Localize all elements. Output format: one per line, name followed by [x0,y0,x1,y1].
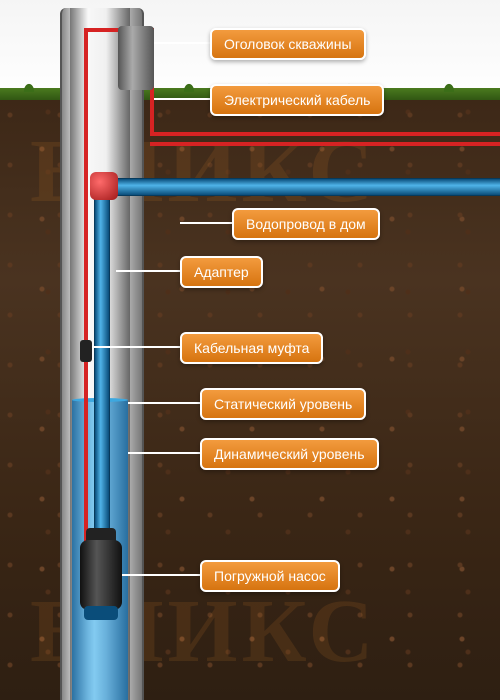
cable-coupling [80,340,92,362]
diagram-label-static: Статический уровень [200,388,366,420]
grass-tuft [180,78,198,92]
leader-line [116,270,180,272]
diagram-label-dynamic: Динамический уровень [200,438,379,470]
well-diagram: БИИКС БИИКС Оголовок скважиныЭлектрическ… [0,0,500,700]
diagram-label-adapter: Адаптер [180,256,263,288]
riser-pipe [94,180,110,562]
diagram-label-cable: Электрический кабель [210,84,384,116]
diagram-label-pump: Погружной насос [200,560,340,592]
grass-tuft [20,78,38,92]
electric-cable-horizontal [150,142,500,146]
diagram-label-wellhead: Оголовок скважины [210,28,366,60]
leader-line [128,452,200,454]
leader-line [122,574,200,576]
electric-cable-horizontal [150,132,500,136]
pump-inlet [84,606,118,620]
leader-line [180,222,232,224]
leader-line [128,402,200,404]
leader-line [154,42,210,44]
leader-line [92,346,180,348]
diagram-label-coupling: Кабельная муфта [180,332,323,364]
grass-tuft [440,78,458,92]
submersible-pump [80,540,122,610]
diagram-label-pipe_to_house: Водопровод в дом [232,208,380,240]
water-pipe-to-house [108,178,500,196]
leader-line [154,98,210,100]
pitless-adapter [90,172,118,200]
wellhead-cap [118,26,154,90]
electric-cable-vertical [84,30,88,560]
